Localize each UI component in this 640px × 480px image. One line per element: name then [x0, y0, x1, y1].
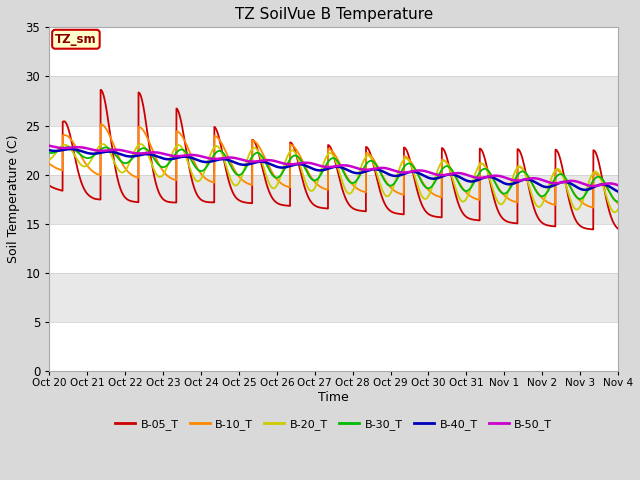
B-40_T — [67, 146, 75, 152]
B-50_T — [614, 182, 621, 188]
B-30_T — [64, 144, 72, 150]
B-10_T — [589, 204, 597, 210]
B-20_T — [611, 209, 618, 215]
Line: B-10_T: B-10_T — [49, 124, 618, 207]
X-axis label: Time: Time — [318, 391, 349, 404]
Legend: B-05_T, B-10_T, B-20_T, B-30_T, B-40_T, B-50_T: B-05_T, B-10_T, B-20_T, B-30_T, B-40_T, … — [111, 415, 557, 434]
B-20_T — [148, 161, 156, 167]
B-05_T — [97, 87, 104, 93]
B-50_T — [313, 162, 321, 168]
Text: TZ_sm: TZ_sm — [55, 33, 97, 46]
B-30_T — [614, 199, 622, 204]
Bar — [49, 27, 618, 76]
B-10_T — [493, 183, 501, 189]
B-30_T — [614, 199, 621, 204]
B-50_T — [430, 171, 438, 177]
B-20_T — [45, 157, 53, 163]
B-40_T — [614, 188, 621, 194]
B-10_T — [430, 192, 438, 197]
B-10_T — [313, 181, 321, 187]
B-20_T — [461, 197, 469, 203]
B-30_T — [313, 177, 321, 182]
B-05_T — [614, 226, 622, 231]
Bar — [49, 322, 618, 371]
B-05_T — [313, 204, 321, 209]
B-05_T — [45, 183, 53, 189]
B-50_T — [45, 143, 53, 149]
B-10_T — [148, 145, 156, 151]
B-30_T — [493, 184, 501, 190]
B-05_T — [148, 159, 156, 165]
Line: B-05_T: B-05_T — [49, 90, 618, 229]
B-10_T — [461, 189, 469, 194]
B-40_T — [614, 189, 622, 194]
B-10_T — [97, 121, 104, 127]
B-50_T — [461, 171, 469, 177]
B-05_T — [589, 227, 597, 232]
B-05_T — [461, 213, 469, 219]
B-05_T — [430, 214, 438, 219]
B-40_T — [493, 177, 501, 182]
B-10_T — [614, 200, 621, 206]
B-20_T — [614, 206, 622, 212]
B-10_T — [45, 161, 53, 167]
Title: TZ SoilVue B Temperature: TZ SoilVue B Temperature — [235, 7, 433, 22]
Line: B-50_T: B-50_T — [49, 146, 618, 186]
B-30_T — [614, 199, 621, 204]
B-50_T — [493, 173, 501, 179]
Line: B-30_T: B-30_T — [49, 147, 618, 202]
Line: B-40_T: B-40_T — [49, 149, 618, 192]
B-50_T — [148, 150, 156, 156]
Line: B-20_T: B-20_T — [49, 144, 618, 212]
B-40_T — [45, 147, 53, 153]
B-05_T — [614, 225, 621, 231]
B-20_T — [313, 181, 321, 187]
B-20_T — [614, 207, 621, 213]
B-40_T — [313, 167, 321, 173]
Bar — [49, 76, 618, 125]
B-50_T — [614, 182, 622, 188]
B-30_T — [461, 188, 469, 194]
B-40_T — [148, 152, 156, 157]
B-20_T — [137, 141, 145, 147]
B-05_T — [493, 207, 501, 213]
B-20_T — [430, 179, 438, 185]
Bar — [49, 273, 618, 322]
B-50_T — [589, 183, 597, 189]
B-30_T — [45, 150, 53, 156]
Bar — [49, 224, 618, 273]
B-20_T — [493, 198, 501, 204]
B-30_T — [430, 181, 438, 187]
B-40_T — [461, 177, 469, 183]
B-40_T — [430, 176, 438, 181]
B-10_T — [614, 201, 622, 206]
Bar — [49, 125, 618, 175]
B-30_T — [148, 152, 156, 158]
Bar — [49, 175, 618, 224]
Y-axis label: Soil Temperature (C): Soil Temperature (C) — [7, 135, 20, 264]
